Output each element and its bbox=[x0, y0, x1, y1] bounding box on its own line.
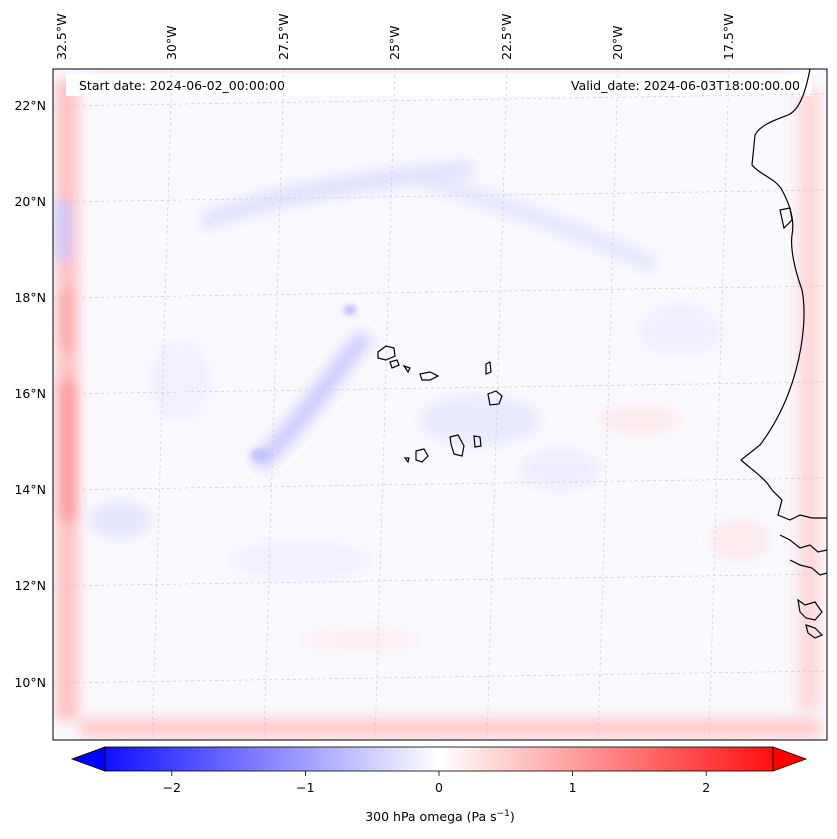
colorbar-tick-label: −1 bbox=[296, 780, 314, 795]
colorbar-body bbox=[104, 746, 774, 772]
colorbar-tick-label: 0 bbox=[435, 780, 443, 795]
latitude-tick-label: 14°N bbox=[14, 482, 46, 497]
latitude-tick-label: 10°N bbox=[14, 675, 46, 690]
longitude-tick-label: 17.5°W bbox=[721, 14, 736, 60]
start-date-label: Start date: 2024-06-02_00:00:00 bbox=[79, 78, 285, 93]
coastline bbox=[377, 69, 827, 639]
meridian-gridline bbox=[708, 68, 730, 741]
valid-date-label: Valid_date: 2024-06-03T18:00:00.00 bbox=[571, 78, 800, 93]
colorbar-label: 300 hPa omega (Pa s−1) bbox=[365, 809, 515, 824]
colorbar-tick-label: 1 bbox=[569, 780, 577, 795]
longitude-tick-label: 30°W bbox=[164, 25, 179, 60]
cape-verde-islands bbox=[377, 345, 396, 361]
longitude-tick-label: 20°W bbox=[610, 25, 625, 60]
latitude-tick-label: 18°N bbox=[14, 290, 46, 305]
latitude-tick-label: 22°N bbox=[14, 98, 46, 113]
meridian-gridline bbox=[263, 68, 285, 741]
meridian-gridline bbox=[597, 68, 619, 741]
african-coastline bbox=[740, 69, 827, 521]
meridian-gridline bbox=[374, 68, 396, 741]
latitude-tick-label: 20°N bbox=[14, 194, 46, 209]
latitude-tick-labels: 22°N 20°N 18°N 16°N 14°N 12°N 10°N bbox=[14, 98, 46, 690]
meridian-gridline bbox=[486, 68, 508, 741]
colorbar: −2 −1 0 1 2 300 hPa omega (Pa s−1) bbox=[70, 746, 808, 824]
longitude-tick-label: 22.5°W bbox=[499, 14, 514, 60]
colorbar-tick-label: −2 bbox=[163, 780, 181, 795]
colorbar-high-extend bbox=[772, 746, 808, 772]
colorbar-tick-label: 2 bbox=[702, 780, 710, 795]
latitude-tick-label: 16°N bbox=[14, 386, 46, 401]
latitude-tick-label: 12°N bbox=[14, 578, 46, 593]
meridian-gridline bbox=[151, 68, 173, 741]
gridlines bbox=[52, 68, 828, 741]
info-strip bbox=[66, 74, 812, 96]
omega-field bbox=[53, 69, 827, 740]
colorbar-low-extend bbox=[70, 746, 106, 772]
longitude-tick-label: 27.5°W bbox=[276, 14, 291, 60]
longitude-tick-label: 25°W bbox=[387, 25, 402, 60]
longitude-tick-label: 32.5°W bbox=[54, 14, 69, 60]
longitude-tick-labels: 32.5°W 30°W 27.5°W 25°W 22.5°W 20°W 17.5°W bbox=[54, 14, 736, 60]
map-frame bbox=[52, 68, 828, 741]
